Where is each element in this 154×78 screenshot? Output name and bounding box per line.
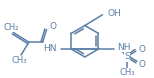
Text: CH₃: CH₃ [11, 56, 27, 65]
Text: CH₃: CH₃ [119, 68, 135, 77]
Text: HN: HN [43, 44, 56, 53]
Text: O: O [139, 60, 146, 69]
Text: OH: OH [107, 9, 121, 18]
Text: CH₂: CH₂ [4, 23, 19, 32]
Text: O: O [139, 45, 146, 54]
Text: NH: NH [117, 43, 131, 52]
Text: S: S [124, 52, 130, 61]
Text: O: O [49, 22, 57, 31]
